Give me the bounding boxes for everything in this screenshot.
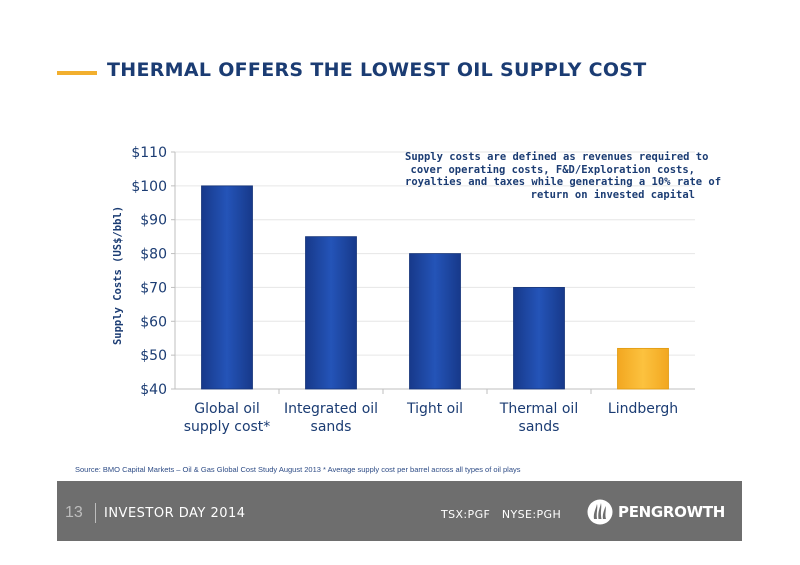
- source-footnote: Source: BMO Capital Markets – Oil & Gas …: [75, 465, 521, 474]
- slide-title: THERMAL OFFERS THE LOWEST OIL SUPPLY COS…: [107, 59, 647, 81]
- pengrowth-flame-icon: [587, 499, 613, 525]
- y-tick-label: $90: [140, 213, 167, 229]
- bar-3: [409, 253, 461, 390]
- y-tick-label: $80: [140, 247, 167, 263]
- note-line: Supply costs are defined as revenues req…: [405, 151, 709, 163]
- x-category-label: Tight oil: [406, 401, 463, 417]
- y-tick-label: $70: [140, 280, 167, 296]
- x-category-label: sands: [311, 419, 352, 435]
- y-axis-title: Supply Costs (US$/bbl): [112, 206, 124, 345]
- event-name: INVESTOR DAY 2014: [104, 506, 246, 521]
- pengrowth-logo: PENGROWTH: [587, 499, 725, 525]
- supply-cost-definition-note: Supply costs are defined as revenues req…: [405, 151, 722, 201]
- bar-2: [305, 236, 357, 390]
- x-category-label: Thermal oil: [499, 401, 578, 417]
- y-tick-label: $60: [140, 314, 167, 330]
- bar-5: [617, 347, 669, 390]
- y-tick-label: $40: [140, 382, 167, 398]
- y-tick-label: $100: [131, 179, 167, 195]
- y-tick-label: $110: [131, 145, 167, 161]
- note-line: return on invested capital: [530, 188, 695, 201]
- bar-1: [201, 185, 253, 390]
- bar-4: [513, 287, 565, 390]
- logo-wordmark: PENGROWTH: [618, 503, 726, 521]
- x-category-label: Global oil: [194, 401, 259, 417]
- supply-cost-bar-chart: $40 $50 $60 $70 $80 $90 $100 $110 Global oil supp…: [112, 145, 695, 435]
- footer-bar: 13 INVESTOR DAY 2014 TSX:PGF NYSE:PGH PE…: [57, 481, 742, 541]
- stock-tickers: TSX:PGF NYSE:PGH: [441, 508, 562, 521]
- y-tick-label: $50: [140, 348, 167, 364]
- x-category-label: supply cost*: [184, 419, 271, 435]
- page-number: 13: [65, 504, 83, 521]
- x-category-label: Integrated oil: [284, 401, 378, 417]
- footer-divider: [95, 503, 96, 523]
- note-line: cover operating costs, F&D/Exploration c…: [410, 163, 695, 176]
- title-accent-bar: [57, 71, 97, 75]
- x-category-label: Lindbergh: [608, 401, 678, 417]
- note-line: royalties and taxes while generating a 1…: [405, 176, 722, 188]
- x-category-label: sands: [519, 419, 560, 435]
